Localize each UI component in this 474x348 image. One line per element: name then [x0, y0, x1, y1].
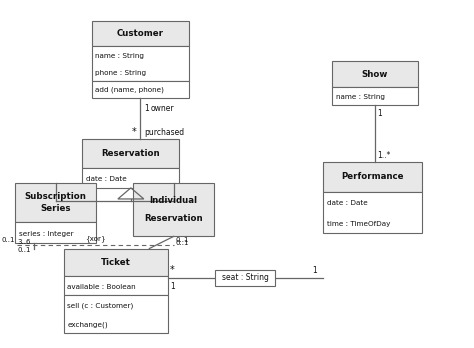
- Text: 0..1: 0..1: [18, 247, 31, 253]
- Text: available : Boolean: available : Boolean: [67, 284, 136, 290]
- Text: exchange(): exchange(): [67, 322, 108, 328]
- Bar: [323, 162, 422, 192]
- Text: 0..1: 0..1: [176, 240, 190, 246]
- Text: {xor}: {xor}: [85, 236, 106, 242]
- Text: 1: 1: [377, 109, 382, 118]
- Text: 0..1: 0..1: [1, 237, 15, 243]
- Text: Series: Series: [40, 204, 71, 213]
- Bar: [64, 276, 168, 295]
- Text: Performance: Performance: [341, 172, 404, 181]
- Text: 0..1: 0..1: [176, 237, 190, 243]
- Text: phone : String: phone : String: [95, 70, 146, 76]
- Text: 1: 1: [144, 104, 148, 113]
- Text: *: *: [132, 127, 137, 136]
- Text: name : String: name : String: [95, 53, 144, 59]
- Text: series : Integer: series : Integer: [19, 231, 73, 237]
- Text: sell (c : Customer): sell (c : Customer): [67, 302, 134, 309]
- Text: Subscription: Subscription: [25, 191, 87, 200]
- Text: Customer: Customer: [117, 29, 164, 38]
- Text: Ticket: Ticket: [101, 258, 131, 267]
- Bar: [133, 183, 214, 236]
- Bar: [15, 222, 96, 243]
- Text: Individual: Individual: [150, 196, 198, 205]
- Bar: [82, 168, 180, 188]
- Text: Show: Show: [362, 70, 388, 79]
- Text: name : String: name : String: [336, 94, 385, 100]
- Text: owner: owner: [150, 104, 174, 113]
- Text: purchased: purchased: [144, 128, 184, 136]
- Bar: [91, 46, 189, 81]
- Bar: [323, 192, 422, 233]
- Text: date : Date: date : Date: [86, 176, 127, 182]
- Text: Reservation: Reservation: [145, 214, 203, 223]
- Bar: [332, 87, 418, 105]
- Text: 1..*: 1..*: [377, 151, 391, 160]
- Bar: [64, 295, 168, 333]
- Text: 3..6: 3..6: [18, 239, 31, 245]
- Text: time : TimeOfDay: time : TimeOfDay: [327, 221, 390, 227]
- Bar: [332, 61, 418, 87]
- Text: *: *: [170, 265, 175, 275]
- Text: date : Date: date : Date: [327, 200, 367, 206]
- Bar: [91, 81, 189, 98]
- Text: seat : String: seat : String: [222, 274, 269, 282]
- Text: 1: 1: [170, 282, 175, 291]
- Bar: [15, 183, 96, 222]
- Text: Reservation: Reservation: [101, 149, 160, 158]
- Bar: [64, 248, 168, 276]
- Text: 1: 1: [312, 266, 318, 275]
- Bar: [82, 139, 180, 168]
- Bar: [91, 22, 189, 46]
- Text: add (name, phone): add (name, phone): [95, 87, 164, 93]
- Bar: [215, 270, 275, 286]
